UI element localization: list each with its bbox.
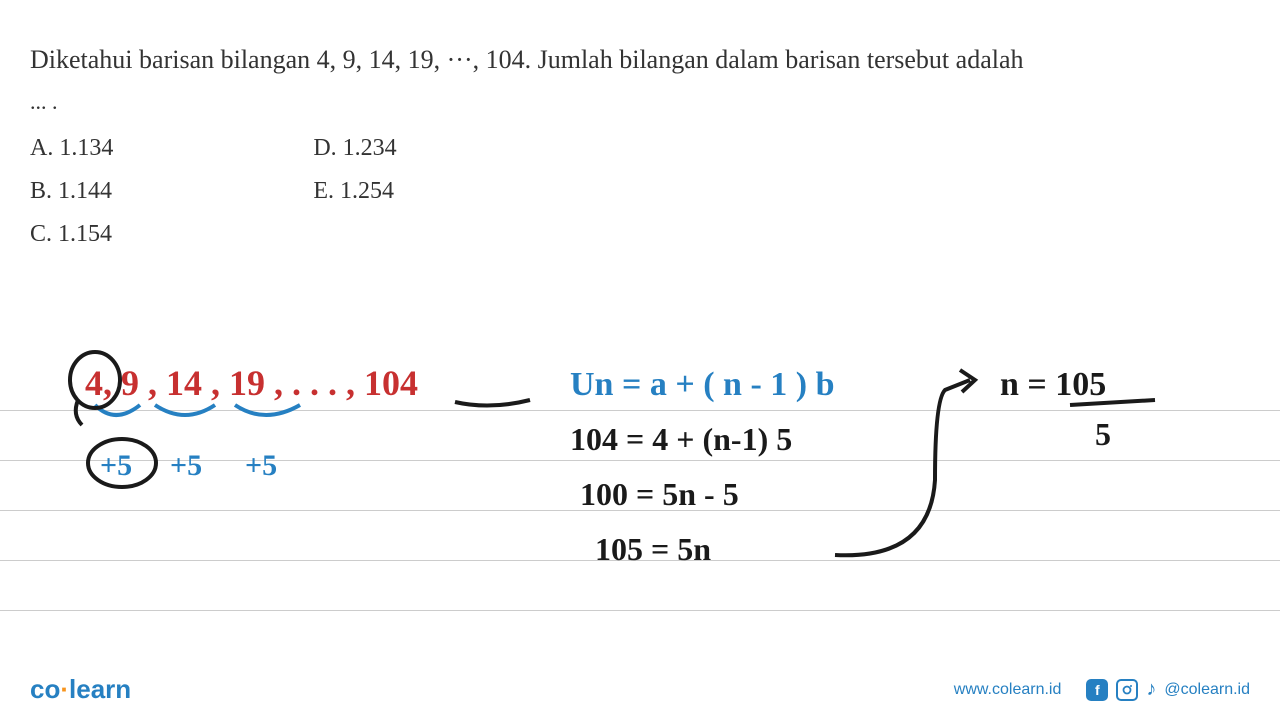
logo-dot: · xyxy=(60,674,69,704)
website-link[interactable]: www.colearn.id xyxy=(954,681,1062,699)
question-area: Diketahui barisan bilangan 4, 9, 14, 19,… xyxy=(0,0,1280,268)
handwriting-area xyxy=(0,340,1280,640)
ruled-line xyxy=(0,560,1280,561)
ruled-line xyxy=(0,510,1280,511)
logo-end: learn xyxy=(69,674,131,704)
facebook-icon[interactable]: f xyxy=(1086,679,1108,701)
options-col-1: A. 1.134 B. 1.144 C. 1.154 xyxy=(30,135,113,248)
question-text: Diketahui barisan bilangan 4, 9, 14, 19,… xyxy=(30,40,1250,79)
social-handle[interactable]: @colearn.id xyxy=(1164,681,1250,699)
footer-right: www.colearn.id f ♪ @colearn.id xyxy=(954,678,1250,701)
option-d: D. 1.234 xyxy=(313,135,396,162)
option-a: A. 1.134 xyxy=(30,135,113,162)
social-links: f ♪ @colearn.id xyxy=(1086,678,1250,701)
instagram-icon[interactable] xyxy=(1116,679,1138,701)
question-continuation: ... . xyxy=(30,89,1250,115)
option-b: B. 1.144 xyxy=(30,178,113,205)
ruled-line xyxy=(0,410,1280,411)
options-col-2: D. 1.234 E. 1.254 xyxy=(313,135,396,248)
ruled-line xyxy=(0,460,1280,461)
logo: co·learn xyxy=(30,674,131,705)
tiktok-icon[interactable]: ♪ xyxy=(1146,678,1156,701)
option-e: E. 1.254 xyxy=(313,178,396,205)
ruled-line xyxy=(0,610,1280,611)
options-container: A. 1.134 B. 1.144 C. 1.154 D. 1.234 E. 1… xyxy=(30,135,1250,248)
footer: co·learn www.colearn.id f ♪ @colearn.id xyxy=(0,674,1280,705)
option-c: C. 1.154 xyxy=(30,221,113,248)
logo-main: co xyxy=(30,674,60,704)
